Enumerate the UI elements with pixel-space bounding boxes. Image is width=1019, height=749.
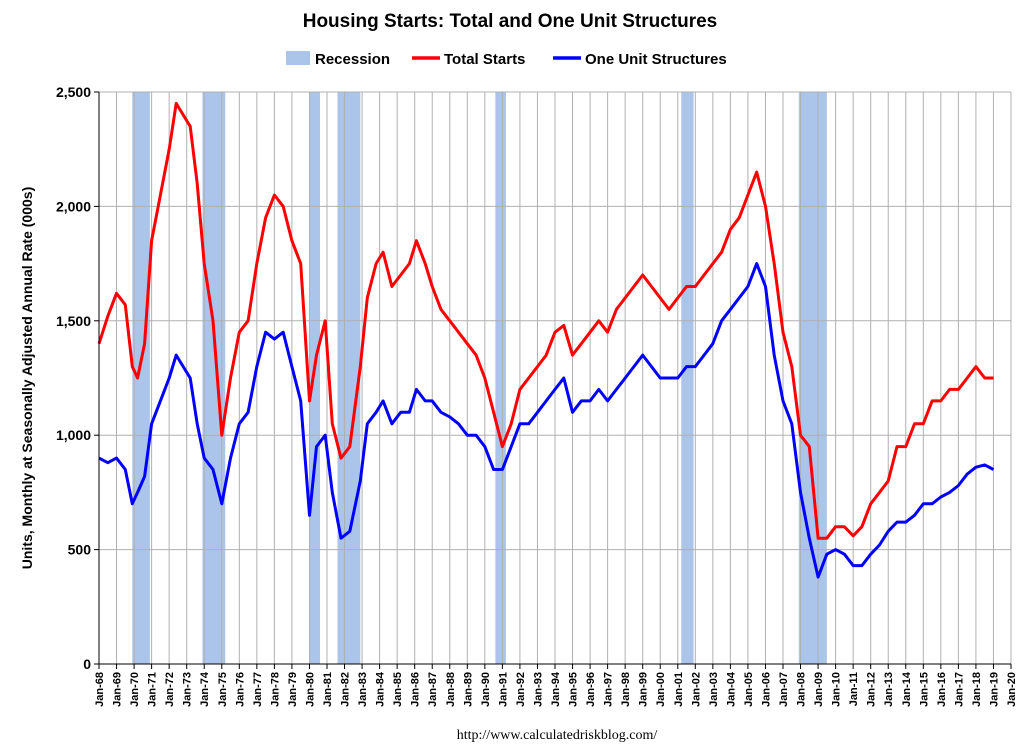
x-tick-label: Jan-11 <box>848 672 860 706</box>
x-tick-label: Jan-12 <box>866 672 878 707</box>
x-tick-label: Jan-04 <box>725 671 737 707</box>
x-tick-label: Jan-15 <box>918 672 930 707</box>
recession-band-4 <box>495 92 506 664</box>
x-tick-label: Jan-93 <box>533 672 545 707</box>
legend-recession-swatch <box>286 51 310 65</box>
x-tick-label: Jan-20 <box>1006 672 1018 707</box>
one-unit-structures-line <box>98 262 995 579</box>
x-tick-label: Jan-74 <box>199 671 211 707</box>
x-tick-label: Jan-16 <box>936 672 948 707</box>
y-tick-label: 1,000 <box>56 427 91 443</box>
x-tick-label: Jan-77 <box>252 672 264 707</box>
x-tick-label: Jan-86 <box>410 672 422 707</box>
x-tick-label: Jan-84 <box>375 671 387 707</box>
x-tick-label: Jan-09 <box>813 672 825 707</box>
x-tick-label: Jan-89 <box>462 672 474 707</box>
y-tick-label: 2,000 <box>56 198 91 214</box>
legend-total-starts-label: Total Starts <box>444 51 525 68</box>
y-tick-label: 500 <box>68 542 92 558</box>
legend-recession-label: Recession <box>315 51 390 68</box>
x-tick-label: Jan-81 <box>322 672 334 707</box>
recession-band-2 <box>309 92 320 664</box>
legend: Recession Total Starts One Unit Structur… <box>286 51 727 68</box>
x-tick-label: Jan-05 <box>743 672 755 707</box>
axes: 0 500 1,000 1,500 2,000 2,500 Jan-68 Jan-69 Jan-… <box>56 84 1018 707</box>
x-tick-label: Jan-87 <box>427 672 439 707</box>
x-tick-label: Jan-06 <box>761 672 773 707</box>
x-tick-label: Jan-18 <box>971 672 983 707</box>
x-tick-label: Jan-85 <box>392 672 404 707</box>
x-tick-label: Jan-88 <box>445 672 457 707</box>
x-tick-label: Jan-83 <box>357 672 369 707</box>
recession-band-3 <box>337 92 361 664</box>
x-tick-label: Jan-19 <box>989 672 1001 707</box>
x-tick-label: Jan-92 <box>515 672 527 707</box>
x-tick-label: Jan-96 <box>585 672 597 707</box>
recession-band-0 <box>132 92 150 664</box>
x-tick-label: Jan-78 <box>269 672 281 707</box>
x-tick-label: Jan-82 <box>340 672 352 707</box>
x-tick-label: Jan-10 <box>831 672 843 707</box>
x-tick-label: Jan-72 <box>164 672 176 707</box>
y-tick-label: 0 <box>83 656 91 672</box>
x-tick-label: Jan-76 <box>234 672 246 707</box>
x-tick-label: Jan-71 <box>147 672 159 707</box>
x-tick-label: Jan-91 <box>497 672 509 707</box>
x-tick-label: Jan-68 <box>94 672 106 707</box>
x-tick-label: Jan-02 <box>690 672 702 707</box>
x-tick-label: Jan-98 <box>620 672 632 707</box>
x-tick-label: Jan-79 <box>287 672 299 707</box>
x-tick-label: Jan-00 <box>655 672 667 707</box>
recession-band-6 <box>798 92 827 664</box>
source-url: http://www.calculatedriskblog.com/ <box>457 728 658 743</box>
series-lines <box>97 101 995 579</box>
x-tick-label: Jan-14 <box>901 671 913 707</box>
chart-title: Housing Starts: Total and One Unit Struc… <box>303 11 718 32</box>
x-tick-label: Jan-97 <box>603 672 615 707</box>
x-tick-label: Jan-07 <box>778 672 790 707</box>
x-tick-label: Jan-73 <box>182 672 194 707</box>
x-tick-label: Jan-94 <box>550 671 562 707</box>
x-tick-label: Jan-80 <box>305 672 317 707</box>
y-tick-label: 1,500 <box>56 313 91 329</box>
x-tick-label: Jan-99 <box>638 672 650 707</box>
legend-one-unit-label: One Unit Structures <box>585 51 727 68</box>
total-starts-line <box>97 101 994 540</box>
x-tick-label: Jan-90 <box>480 672 492 707</box>
x-tick-label: Jan-70 <box>129 672 141 707</box>
x-tick-label: Jan-95 <box>568 672 580 707</box>
y-axis-label: Units, Monthly at Seasonally Adjusted An… <box>19 187 35 569</box>
x-tick-label: Jan-17 <box>953 672 965 707</box>
x-tick-label: Jan-69 <box>112 672 124 707</box>
y-tick-label: 2,500 <box>56 84 91 100</box>
recession-band-1 <box>202 92 226 664</box>
x-tick-label: Jan-13 <box>883 672 895 707</box>
x-tick-label: Jan-03 <box>708 672 720 707</box>
x-tick-label: Jan-01 <box>673 672 685 707</box>
recession-band-5 <box>681 92 694 664</box>
x-tick-label: Jan-08 <box>796 672 808 707</box>
x-tick-label: Jan-75 <box>217 672 229 707</box>
